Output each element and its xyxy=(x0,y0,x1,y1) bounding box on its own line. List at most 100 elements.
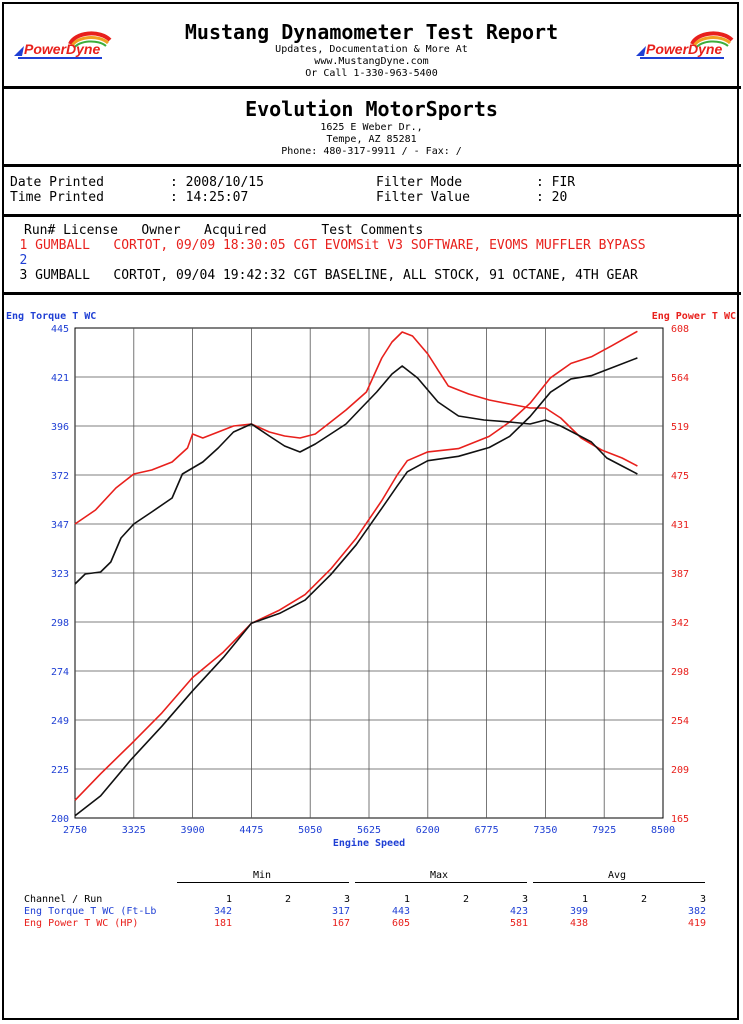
y-right-tick-label: 475 xyxy=(671,471,689,482)
max-heading: Max xyxy=(430,870,449,881)
date-printed-value: : 2008/10/15 xyxy=(170,175,264,190)
max-run-1: 1 xyxy=(404,894,411,905)
y-right-tick-label: 431 xyxy=(671,520,689,531)
x-tick-label: 5050 xyxy=(298,825,322,836)
y-right-tick-label: 387 xyxy=(671,569,689,580)
run-row-1: 1 GUMBALL CORTOT, 09/09 18:30:05 CGT EVO… xyxy=(0,238,646,253)
series-line-1 xyxy=(74,331,638,525)
torque-min-3: 317 xyxy=(332,906,351,917)
min-run-3: 3 xyxy=(344,894,351,905)
time-printed-value: : 14:25:07 xyxy=(170,190,249,205)
customer-address-1: 1625 E Weber Dr., xyxy=(320,122,423,133)
y-right-tick-label: 519 xyxy=(671,422,689,433)
filter-mode-label: Filter Mode xyxy=(376,175,463,190)
max-rule xyxy=(355,882,527,883)
x-tick-label: 6200 xyxy=(416,825,440,836)
time-printed-label: Time Printed xyxy=(10,190,104,205)
channel-run-header: Channel / Run xyxy=(24,894,103,905)
y-left-axis-title: Eng Torque T WC xyxy=(6,311,96,322)
torque-channel-label: Eng Torque T WC (Ft-Lb xyxy=(24,906,157,917)
power-avg-3: 419 xyxy=(688,918,707,929)
runs-header: Run# License Owner Acquired Test Comment… xyxy=(24,223,424,238)
y-right-axis-title: Eng Power T WC xyxy=(652,311,736,322)
x-tick-label: 3325 xyxy=(122,825,146,836)
x-axis-title: Engine Speed xyxy=(333,837,405,849)
torque-avg-1: 399 xyxy=(570,906,589,917)
date-printed-label: Date Printed xyxy=(10,175,104,190)
min-run-2: 2 xyxy=(285,894,292,905)
dyno-chart: 2750 3325 3900 4475 5050 5625 6200 6775 7350 7925… xyxy=(6,311,736,849)
power-min-3: 167 xyxy=(332,918,351,929)
min-run-1: 1 xyxy=(226,894,233,905)
print-info-block: Date Printed : 2008/10/15 Time Printed :… xyxy=(2,167,741,217)
y-left-tick-label: 249 xyxy=(51,716,69,727)
torque-max-3: 423 xyxy=(510,906,529,917)
x-tick-label: 4475 xyxy=(239,825,263,836)
y-left-tick-label: 421 xyxy=(51,373,69,384)
filter-value-value: : 20 xyxy=(536,190,568,205)
y-right-tick-label: 342 xyxy=(671,618,689,629)
series-line-2 xyxy=(74,330,638,801)
y-left-tick-label: 445 xyxy=(51,324,69,335)
y-left-tick-label: 274 xyxy=(51,667,69,678)
avg-run-1: 1 xyxy=(582,894,589,905)
run-row-3: 3 GUMBALL CORTOT, 09/04 19:42:32 CGT BAS… xyxy=(0,268,638,283)
filter-mode-value: : FIR xyxy=(536,175,576,190)
torque-max-1: 443 xyxy=(392,906,411,917)
x-tick-label: 7350 xyxy=(533,825,557,836)
x-tick-label: 8500 xyxy=(651,825,675,836)
y-right-tick-label: 298 xyxy=(671,667,689,678)
y-left-tick-label: 298 xyxy=(51,618,69,629)
header-line-3: Or Call 1-330-963-5400 xyxy=(305,68,438,79)
y-left-tick-label: 372 xyxy=(51,471,69,482)
avg-run-3: 3 xyxy=(700,894,707,905)
power-max-1: 605 xyxy=(392,918,411,929)
power-min-1: 181 xyxy=(214,918,233,929)
x-tick-label: 2750 xyxy=(63,825,87,836)
header-line-1: Updates, Documentation & More At xyxy=(275,44,468,55)
header-line-2: www.MustangDyne.com xyxy=(314,56,429,67)
torque-avg-3: 382 xyxy=(688,906,707,917)
run-row-2: 2 xyxy=(19,253,28,268)
x-tick-label: 7925 xyxy=(592,825,616,836)
power-channel-label: Eng Power T WC (HP) xyxy=(24,918,139,929)
min-rule xyxy=(177,882,349,883)
customer-phone: Phone: 480-317-9911 / - Fax: / xyxy=(281,146,462,157)
powerdyne-logo-right: PowerDyne xyxy=(632,26,736,66)
customer-address-2: Tempe, AZ 85281 xyxy=(326,134,417,145)
y-right-tick-label: 564 xyxy=(671,373,689,384)
series-line-4 xyxy=(74,357,638,817)
y-right-tick-label: 209 xyxy=(671,765,689,776)
runs-block: Run# License Owner Acquired Test Comment… xyxy=(2,217,741,295)
y-left-tick-label: 225 xyxy=(51,765,69,776)
torque-min-1: 342 xyxy=(214,906,233,917)
svg-text:PowerDyne: PowerDyne xyxy=(646,41,722,57)
avg-heading: Avg xyxy=(608,870,627,881)
y-left-tick-label: 347 xyxy=(51,520,69,531)
customer-name: Evolution MotorSports xyxy=(245,97,498,121)
filter-value-label: Filter Value xyxy=(376,190,470,205)
min-heading: Min xyxy=(253,870,272,881)
y-left-tick-label: 396 xyxy=(51,422,69,433)
power-max-3: 581 xyxy=(510,918,529,929)
report-header: PowerDyne PowerDyne Mustang Dynamometer … xyxy=(2,2,741,89)
avg-rule xyxy=(533,882,705,883)
max-run-2: 2 xyxy=(463,894,470,905)
x-tick-label: 6775 xyxy=(475,825,499,836)
x-tick-label: 3900 xyxy=(181,825,205,836)
y-right-tick-label: 254 xyxy=(671,716,689,727)
powerdyne-logo-left: PowerDyne xyxy=(10,26,114,66)
svg-text:PowerDyne: PowerDyne xyxy=(24,41,100,57)
max-run-3: 3 xyxy=(522,894,529,905)
avg-run-2: 2 xyxy=(641,894,648,905)
x-tick-label: 5625 xyxy=(357,825,381,836)
y-right-tick-label: 165 xyxy=(671,814,689,825)
y-right-tick-label: 608 xyxy=(671,324,689,335)
customer-block: Evolution MotorSports 1625 E Weber Dr., … xyxy=(2,89,741,167)
y-left-tick-label: 200 xyxy=(51,814,69,825)
power-avg-1: 438 xyxy=(570,918,589,929)
y-left-tick-label: 323 xyxy=(51,569,69,580)
report-title: Mustang Dynamometer Test Report xyxy=(184,20,559,44)
series-line-3 xyxy=(74,365,638,585)
